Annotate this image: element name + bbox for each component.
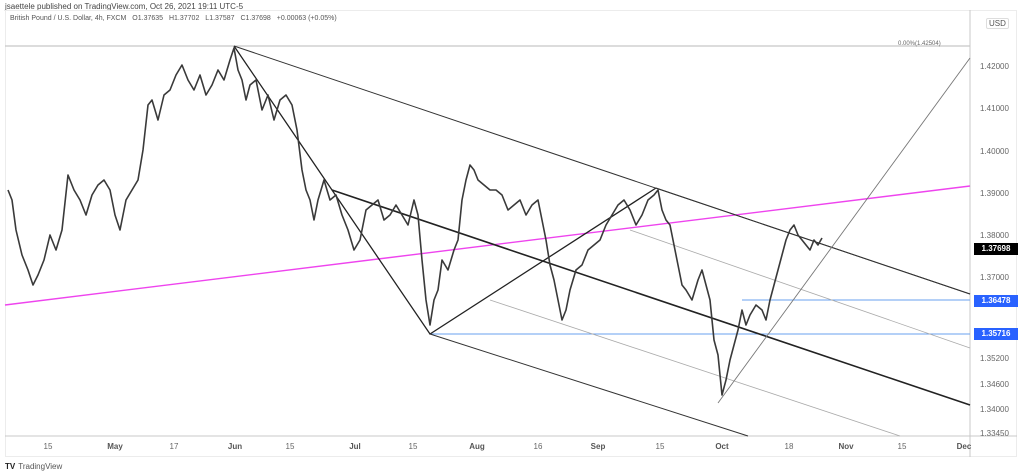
tradingview-logo-icon: TV [5, 462, 16, 471]
price-tick: 1.41000 [980, 104, 1009, 113]
tradingview-branding: TV TradingView [5, 462, 62, 471]
price-tick: 1.42000 [980, 62, 1009, 71]
price-tick: 1.39000 [980, 189, 1009, 198]
time-tick: 15 [43, 442, 53, 451]
publish-info: jsaettele published on TradingView.com, … [5, 2, 244, 11]
level-tag-1: 1.36478 [974, 295, 1018, 307]
open-value: O1.37635 [132, 15, 164, 22]
chart-frame [5, 10, 1017, 457]
time-tick: Jun [227, 442, 243, 451]
time-tick: Sep [590, 442, 606, 451]
price-tick: 1.34600 [980, 380, 1009, 389]
price-tick: 1.33450 [980, 429, 1009, 438]
price-tick: 1.37000 [980, 273, 1009, 282]
time-tick: Dec [956, 442, 972, 451]
time-tick: Aug [469, 442, 485, 451]
price-tick: 1.35200 [980, 354, 1009, 363]
price-tick: 1.38000 [980, 231, 1009, 240]
change-value: +0.00063 (+0.05%) [276, 15, 337, 22]
time-tick: Jul [349, 442, 361, 451]
time-tick: 15 [408, 442, 418, 451]
brand-name: TradingView [18, 462, 63, 471]
time-tick: Oct [715, 442, 729, 451]
level-tag-2: 1.35716 [974, 328, 1018, 340]
currency-button[interactable]: USD [986, 18, 1009, 29]
last-price-tag: 1.37698 [974, 243, 1018, 255]
symbol-name: British Pound / U.S. Dollar, 4h, FXCM [10, 15, 127, 22]
time-tick: 15 [285, 442, 295, 451]
price-series [7, 47, 823, 396]
time-tick: 15 [655, 442, 665, 451]
time-tick: 18 [784, 442, 794, 451]
price-tick: 1.40000 [980, 147, 1009, 156]
time-tick: May [107, 442, 123, 451]
symbol-legend: British Pound / U.S. Dollar, 4h, FXCM O1… [10, 15, 341, 22]
time-tick: Nov [838, 442, 854, 451]
high-value: H1.37702 [168, 15, 200, 22]
low-value: L1.37587 [205, 15, 235, 22]
close-value: C1.37698 [240, 15, 271, 22]
price-tick: 1.34000 [980, 405, 1009, 414]
magenta-trendline[interactable] [4, 185, 971, 306]
time-tick: 17 [169, 442, 179, 451]
fib-label: 0.00%(1.42504) [898, 41, 941, 47]
pitchfork[interactable] [233, 45, 971, 437]
rising-trendline[interactable] [717, 57, 971, 404]
time-tick: 15 [897, 442, 907, 451]
time-tick: 16 [533, 442, 543, 451]
